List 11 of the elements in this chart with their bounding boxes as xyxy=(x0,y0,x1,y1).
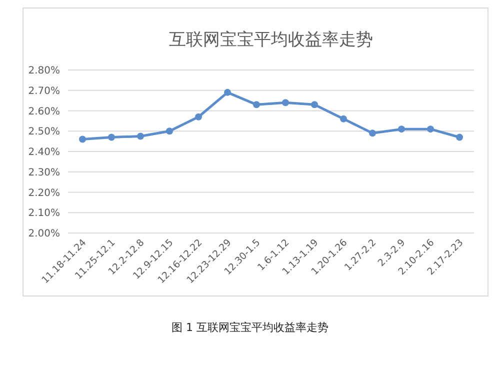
ytick: 2.20% xyxy=(28,188,60,199)
ytick: 2.60% xyxy=(28,106,60,118)
ytick: 2.00% xyxy=(28,228,60,240)
ytick: 2.80% xyxy=(28,66,60,76)
ytick: 2.30% xyxy=(28,167,60,178)
ytick: 2.10% xyxy=(28,208,60,220)
ytick: 2.70% xyxy=(28,86,60,97)
annotation: 图 1 互联网宝宝平均收益率走势 xyxy=(172,321,328,334)
title: 互联网宝宝平均收益率走势 xyxy=(169,30,373,50)
ytick: 2.40% xyxy=(28,147,60,158)
ytick: 2.50% xyxy=(28,126,60,138)
